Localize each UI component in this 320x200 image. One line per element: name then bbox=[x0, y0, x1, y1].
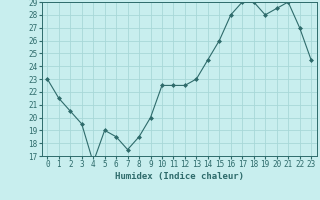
X-axis label: Humidex (Indice chaleur): Humidex (Indice chaleur) bbox=[115, 172, 244, 181]
